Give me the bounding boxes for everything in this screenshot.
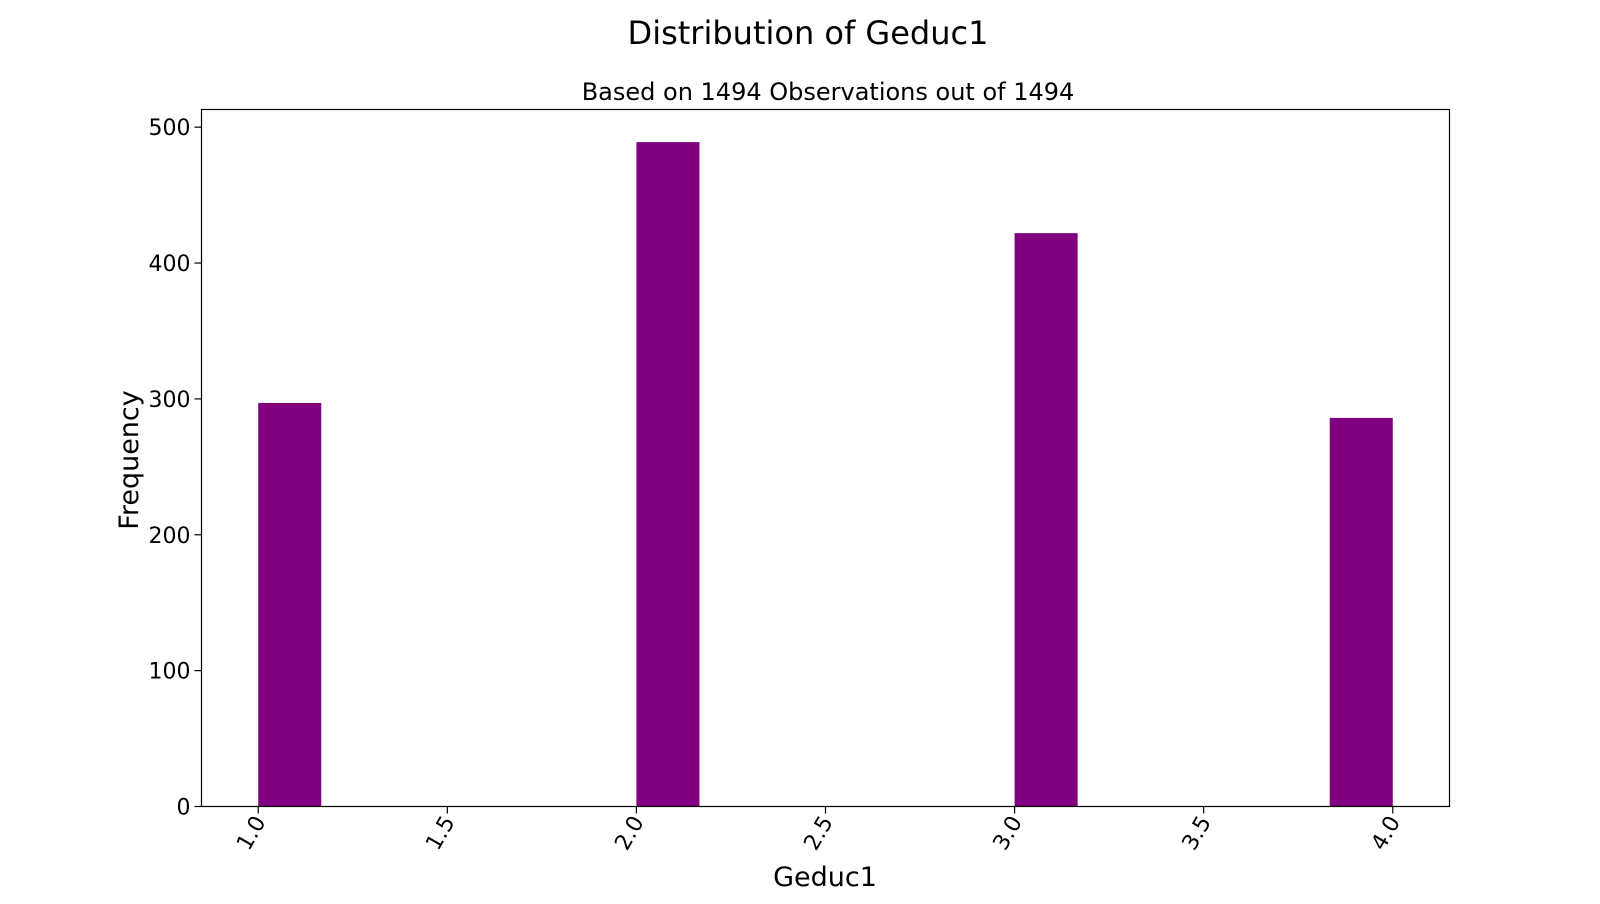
y-tick-label-1: 0 [177, 796, 191, 821]
x-tick-label-7: 4.0 [1367, 812, 1406, 855]
y-tick-label-5: 400 [149, 252, 191, 277]
x-tick-label-2: 1.5 [421, 812, 460, 855]
bar-4 [1329, 417, 1393, 807]
chart-title: Distribution of Geduc1 [628, 14, 989, 52]
x-tick-label-4: 2.5 [800, 812, 839, 855]
x-axis-ticks: 1.0 1.5 2.0 2.5 3.0 3.5 4.0 [232, 806, 1406, 855]
y-axis-label: Frequency [114, 390, 145, 530]
x-tick-label-6: 3.5 [1178, 812, 1217, 855]
y-axis-ticks: 0 100 200 300 400 500 [149, 116, 202, 821]
bar-2 [636, 142, 700, 807]
x-tick-label-1: 1.0 [232, 812, 271, 855]
y-tick-label-6: 500 [149, 116, 191, 141]
bars-layer [258, 142, 1393, 807]
x-tick-label-5: 3.0 [989, 812, 1028, 855]
y-tick-label-2: 100 [149, 660, 191, 685]
x-tick-label-3: 2.0 [610, 812, 649, 855]
y-tick-label-4: 300 [149, 388, 191, 413]
y-tick-label-3: 200 [149, 524, 191, 549]
bar-1 [258, 402, 322, 807]
plot-frame [200, 108, 1451, 808]
chart-subtitle: Based on 1494 Observations out of 1494 [582, 78, 1075, 106]
bar-3 [1014, 233, 1078, 807]
x-axis-label: Geduc1 [773, 862, 877, 893]
